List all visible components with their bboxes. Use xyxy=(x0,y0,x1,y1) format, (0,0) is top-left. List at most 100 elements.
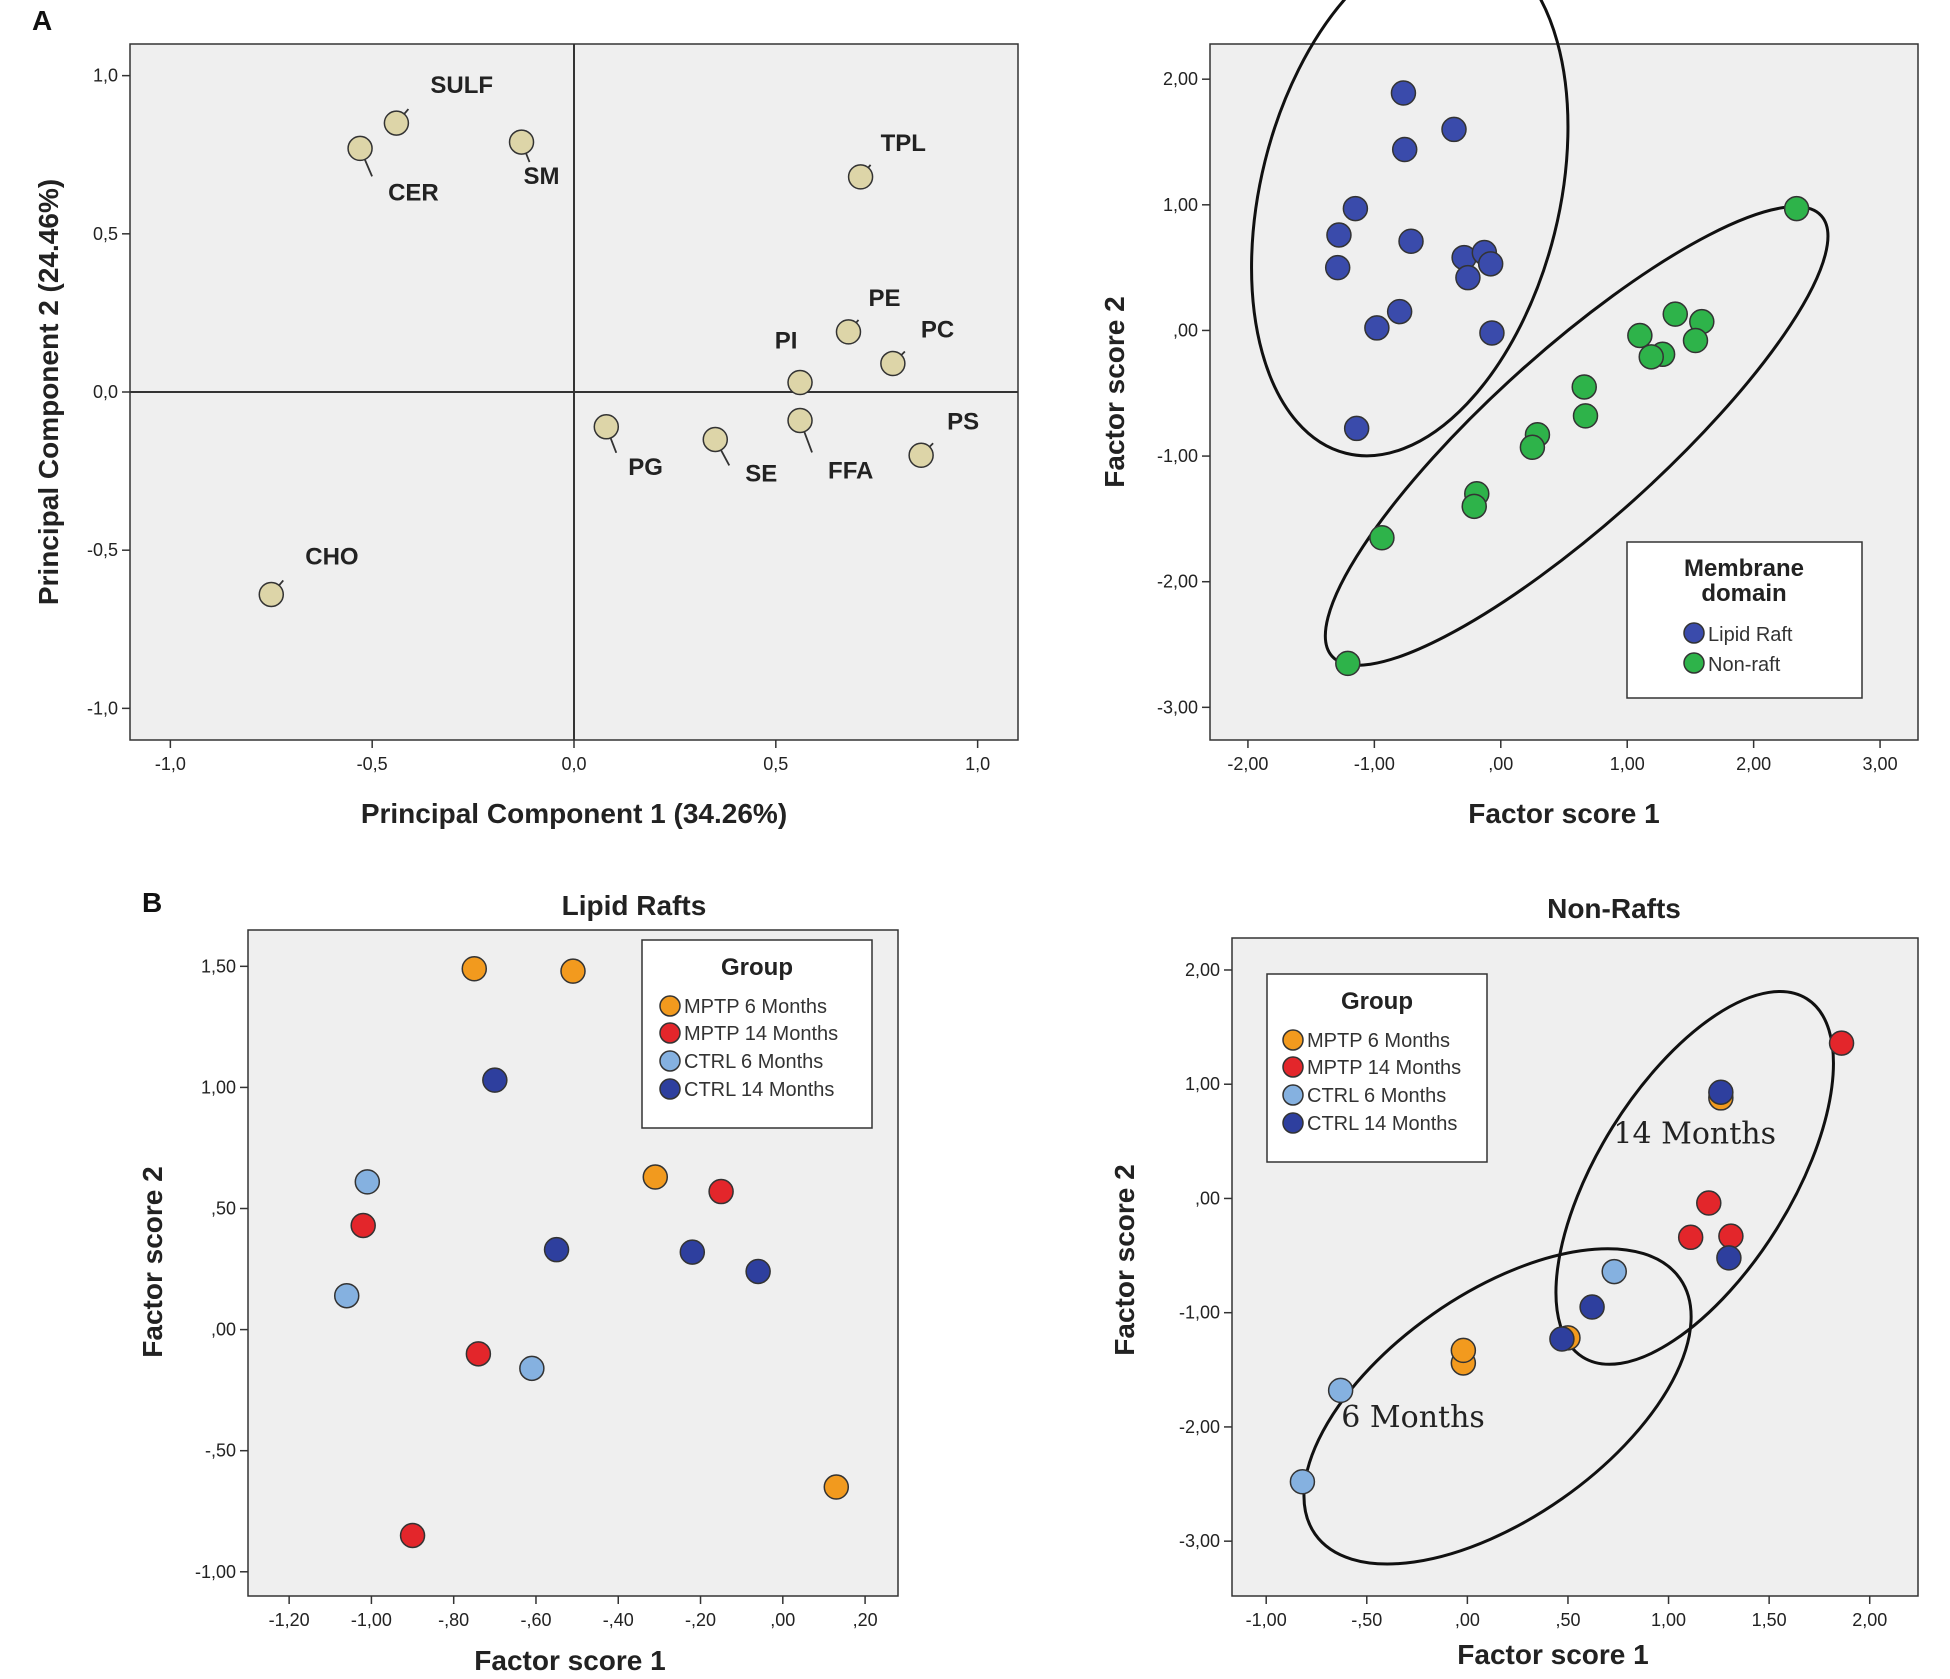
point-mptp-14-months xyxy=(1718,1223,1744,1249)
point-non-raft xyxy=(1682,327,1709,354)
point-sulf xyxy=(383,110,410,136)
cluster-ellipse-2 xyxy=(1323,205,1830,667)
panel-letter-b: B xyxy=(142,887,162,918)
y-tick-label: ,00 xyxy=(211,1320,236,1340)
point-lipid-raft xyxy=(1477,251,1504,277)
chart-lipid-rafts: Lipid Rafts -1,20 -1,00 -,80 -,60 -,40 -,20 ,0… xyxy=(137,890,899,1676)
chart-membrane-domain: -2,00 -1,00 ,00 1,00 2,00 3,00 -3,00 -2,00 -1,00… xyxy=(1099,0,1919,829)
legend-marker-ctrl-14 xyxy=(659,1078,681,1100)
legend-box xyxy=(1626,541,1863,699)
legend-label-ctrl-14: CTRL 14 Months xyxy=(1307,1113,1457,1135)
point-lipid-raft xyxy=(1479,320,1505,346)
point-cho xyxy=(258,581,285,608)
y-tick-label: 1,0 xyxy=(93,66,118,86)
point-pe xyxy=(835,319,862,345)
point-non-raft xyxy=(1461,493,1487,520)
x-tick-label: -1,00 xyxy=(1246,1610,1287,1630)
point-non-raft xyxy=(1369,524,1395,551)
y-axis-title: Factor score 2 xyxy=(137,1166,168,1357)
point-cer xyxy=(347,135,373,162)
point-label-pg: PG xyxy=(628,454,663,481)
y-tick-label: 1,00 xyxy=(1163,195,1198,215)
x-tick-label: -1,00 xyxy=(351,1610,392,1630)
legend-label-mptp-6: MPTP 6 Months xyxy=(684,996,827,1018)
point-mptp-6-months xyxy=(1450,1337,1477,1364)
legend-title-line2: domain xyxy=(1701,580,1786,607)
y-tick-label: -1,00 xyxy=(1157,446,1198,466)
legend: Group MPTP 6 Months MPTP 14 Months CTRL … xyxy=(1266,973,1488,1163)
point-mptp-14-months xyxy=(1828,1030,1855,1056)
point-ctrl-14-months xyxy=(543,1236,570,1263)
x-axis-title: Factor score 1 xyxy=(474,1645,665,1676)
x-tick-label: -1,20 xyxy=(269,1610,310,1630)
point-lipid-raft xyxy=(1455,264,1481,291)
y-tick-label: -2,00 xyxy=(1157,572,1198,592)
y-tick-label: 1,00 xyxy=(1185,1074,1220,1094)
point-label-pi: PI xyxy=(775,328,798,355)
point-label-pe: PE xyxy=(868,285,900,312)
point-sm xyxy=(508,129,535,155)
point-pg xyxy=(593,414,620,440)
x-tick-label: ,00 xyxy=(1455,1610,1480,1630)
legend-marker-lipid-raft xyxy=(1683,622,1705,644)
cluster-ellipse-2 xyxy=(1302,1247,1693,1566)
y-tick-label: -,50 xyxy=(205,1441,236,1461)
cluster-ellipse-1 xyxy=(1554,990,1835,1366)
panel-letter-a: A xyxy=(32,5,52,36)
x-tick-label: 2,00 xyxy=(1736,754,1771,774)
y-tick-label: 1,00 xyxy=(201,1077,236,1097)
point-ctrl-14-months xyxy=(1716,1245,1742,1271)
point-non-raft xyxy=(1572,403,1599,429)
point-mptp-6-months xyxy=(823,1474,850,1500)
point-ctrl-14-months xyxy=(745,1258,771,1285)
y-axis-title: Factor score 2 xyxy=(1109,1164,1140,1355)
x-tick-label: 0,5 xyxy=(763,754,788,774)
cluster-ellipse-1 xyxy=(1250,0,1570,458)
point-lipid-raft xyxy=(1391,136,1418,163)
y-tick-label: ,00 xyxy=(1173,320,1198,340)
x-axis-title: Factor score 1 xyxy=(1457,1639,1648,1670)
point-non-raft xyxy=(1783,195,1810,222)
x-tick-label: ,50 xyxy=(1555,1610,1580,1630)
point-mptp-6-months xyxy=(560,958,586,984)
point-ctrl-14-months xyxy=(482,1067,508,1093)
x-tick-label: 3,00 xyxy=(1863,754,1898,774)
legend-label-lipid-raft: Lipid Raft xyxy=(1708,624,1793,646)
legend-label-mptp-6: MPTP 6 Months xyxy=(1307,1030,1450,1052)
point-mptp-14-months xyxy=(399,1522,426,1549)
point-lipid-raft xyxy=(1441,116,1467,143)
x-tick-label: -1,0 xyxy=(155,754,186,774)
legend: Group MPTP 6 Months MPTP 14 Months CTRL … xyxy=(641,939,873,1129)
x-tick-label: -,80 xyxy=(438,1610,469,1630)
point-ctrl-6-months xyxy=(519,1355,545,1382)
point-non-raft xyxy=(1335,650,1361,677)
x-tick-label: 1,00 xyxy=(1610,754,1645,774)
legend-marker-mptp-6 xyxy=(659,995,681,1017)
x-tick-label: 0,0 xyxy=(561,754,586,774)
point-ctrl-14-months xyxy=(679,1239,706,1265)
x-tick-label: -1,00 xyxy=(1354,754,1395,774)
x-tick-label: ,20 xyxy=(853,1610,878,1630)
y-tick-label: -3,00 xyxy=(1179,1531,1220,1551)
point-ctrl-6-months xyxy=(1289,1469,1316,1495)
legend-label-mptp-14: MPTP 14 Months xyxy=(684,1023,838,1045)
legend-label-ctrl-6: CTRL 6 Months xyxy=(684,1051,823,1073)
point-label-cho: CHO xyxy=(305,543,358,570)
legend-marker-ctrl-14 xyxy=(1282,1112,1304,1134)
legend-marker-ctrl-6 xyxy=(1282,1084,1304,1106)
x-tick-label: -,60 xyxy=(520,1610,551,1630)
y-tick-label: -1,00 xyxy=(1179,1303,1220,1323)
point-ctrl-6-months xyxy=(1601,1258,1627,1285)
point-non-raft xyxy=(1627,322,1653,349)
x-tick-label: 1,00 xyxy=(1651,1610,1686,1630)
y-tick-label: ,50 xyxy=(211,1199,236,1219)
point-ctrl-14-months xyxy=(1708,1079,1734,1105)
legend-marker-ctrl-6 xyxy=(659,1050,681,1072)
point-ctrl-14-months xyxy=(1579,1294,1605,1320)
annotation-6-months: 6 Months xyxy=(1341,1400,1485,1435)
y-tick-label: -2,00 xyxy=(1179,1417,1220,1437)
point-lipid-raft xyxy=(1390,80,1417,106)
point-ffa xyxy=(787,407,813,434)
x-tick-label: -0,5 xyxy=(357,754,388,774)
point-lipid-raft xyxy=(1342,195,1369,222)
